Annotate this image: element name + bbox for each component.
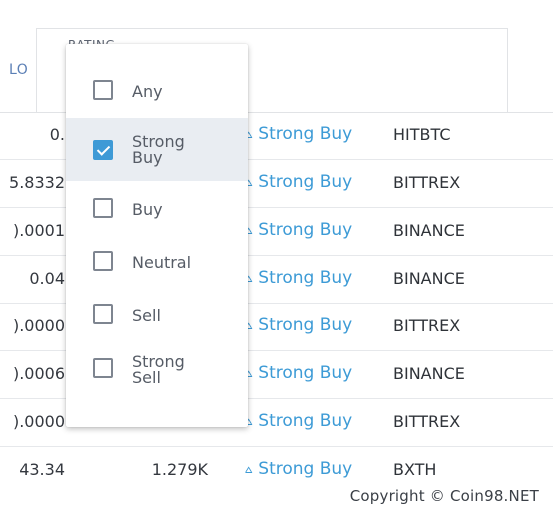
cell-low: 5.8332 (9, 173, 65, 192)
rating-text: Strong Buy (258, 459, 353, 479)
cell-exchange: BINANCE (393, 364, 465, 383)
filter-option-label: Sell (132, 308, 161, 324)
cell-low: 0. (49, 125, 65, 144)
double-chevron-up-icon: ⩟ (245, 318, 253, 332)
double-chevron-up-icon: ⩟ (245, 462, 253, 476)
rating-text: Strong Buy (258, 411, 353, 431)
double-chevron-up-icon: ⩟ (245, 223, 253, 237)
cell-volume: 1.279K (151, 460, 208, 479)
filter-option[interactable]: Strong Sell (66, 338, 248, 401)
cell-rating: ⩟ Strong Buy (245, 124, 352, 144)
table-row[interactable]: ).0006 ⩟ Strong Buy BINANCE (0, 351, 553, 399)
filter-option[interactable]: Any (66, 60, 248, 123)
rating-text: Strong Buy (258, 124, 353, 144)
cell-rating: ⩟ Strong Buy (245, 363, 352, 383)
checkbox-unchecked[interactable] (93, 304, 113, 324)
filter-option-label-line2: Buy (132, 148, 163, 167)
cell-exchange: BITTREX (393, 412, 461, 431)
filter-option-label: Any (132, 84, 163, 100)
table-row[interactable]: ).0000 ⩟ Strong Buy BITTREX (0, 303, 553, 351)
cell-exchange: BITTREX (393, 316, 461, 335)
double-chevron-up-icon: ⩟ (245, 175, 253, 189)
cell-rating: ⩟ Strong Buy (245, 220, 352, 240)
double-chevron-up-icon: ⩟ (245, 414, 253, 428)
filter-option-label-line1: Neutral (132, 253, 192, 272)
rating-filter-dropdown: Any Strong Buy Buy Neutral Sell Strong Sell (66, 44, 248, 427)
cell-rating: ⩟ Strong Buy (245, 172, 352, 192)
filter-option-label: Neutral (132, 255, 191, 271)
rating-text: Strong Buy (258, 268, 353, 288)
double-chevron-up-icon: ⩟ (245, 366, 253, 380)
filter-option-label-line2: Sell (132, 368, 161, 387)
cell-rating: ⩟ Strong Buy (245, 315, 352, 335)
filter-option[interactable]: Sell (66, 284, 248, 347)
cell-exchange: BINANCE (393, 221, 465, 240)
filter-option-label: Strong Sell (132, 354, 185, 386)
filter-option-label: Strong Buy (132, 134, 185, 166)
table-row[interactable]: 43.34 1.279K ⩟ Strong Buy BXTH (0, 447, 553, 480)
filter-option[interactable]: Buy (66, 178, 248, 241)
double-chevron-up-icon: ⩟ (245, 271, 253, 285)
double-chevron-up-icon: ⩟ (245, 127, 253, 141)
filter-option-label: Buy (132, 202, 163, 218)
rating-text: Strong Buy (258, 172, 353, 192)
cell-rating: ⩟ Strong Buy (245, 268, 352, 288)
cell-low: ).0000 (12, 412, 65, 431)
cell-exchange: BXTH (393, 460, 437, 479)
header-cell-rating (36, 28, 508, 113)
column-header-low[interactable]: LO (9, 62, 29, 78)
checkbox-checked[interactable] (93, 140, 113, 160)
checkbox-unchecked[interactable] (93, 358, 113, 378)
filter-option-label-line1: Buy (132, 200, 163, 219)
cell-rating: ⩟ Strong Buy (245, 459, 352, 479)
cell-exchange: HITBTC (393, 125, 451, 144)
checkbox-unchecked[interactable] (93, 198, 113, 218)
rating-text: Strong Buy (258, 220, 353, 240)
screener-table: LO RATING 0.⩟Strong BuyHITBTC5.8332⩟Stro… (0, 28, 553, 480)
rating-text: Strong Buy (258, 315, 353, 335)
checkbox-unchecked[interactable] (93, 251, 113, 271)
table-row[interactable]: ).0001 ⩟ Strong Buy BINANCE (0, 208, 553, 256)
checkbox-unchecked[interactable] (93, 80, 113, 100)
table-row[interactable]: 5.8332 ⩟ Strong Buy BITTREX (0, 160, 553, 208)
table-row[interactable]: ).0000 ⩟ Strong Buy BITTREX (0, 399, 553, 447)
filter-option-label-line1: Sell (132, 306, 161, 325)
cell-low: 0.04 (29, 269, 65, 288)
cell-exchange: BITTREX (393, 173, 461, 192)
filter-option[interactable]: Neutral (66, 231, 248, 294)
filter-option-label-line1: Any (132, 82, 163, 101)
cell-rating: ⩟ Strong Buy (245, 411, 352, 431)
cell-low: ).0001 (12, 221, 65, 240)
cell-exchange: BINANCE (393, 269, 465, 288)
filter-option[interactable]: Strong Buy (66, 118, 248, 181)
filter-option-label-line1: Strong (132, 132, 185, 151)
cell-low: 43.34 (19, 460, 65, 479)
cell-low: ).0006 (12, 364, 65, 383)
copyright-watermark: Copyright © Coin98.NET (349, 487, 539, 505)
table-row[interactable]: 0.04 ⩟ Strong Buy BINANCE (0, 256, 553, 304)
filter-option-label-line1: Strong (132, 352, 185, 371)
rating-text: Strong Buy (258, 363, 353, 383)
table-row[interactable]: 0. ⩟ Strong Buy HITBTC (0, 112, 553, 160)
cell-low: ).0000 (12, 316, 65, 335)
